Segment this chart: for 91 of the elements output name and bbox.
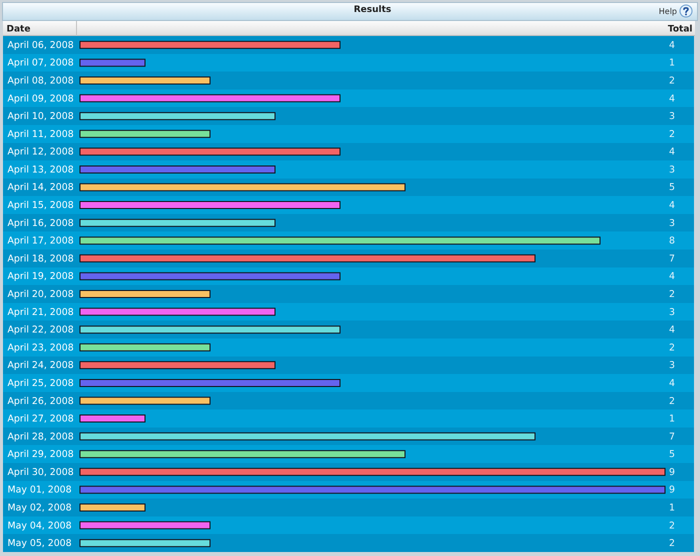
data-label: 4	[669, 324, 675, 336]
data-label: 4	[669, 271, 675, 282]
y-tick-label: April 06, 2008	[8, 40, 74, 51]
bar	[80, 165, 276, 174]
bar	[80, 396, 210, 405]
text: Help	[658, 6, 677, 16]
data-label: 3	[669, 360, 675, 372]
data-label: 2	[669, 289, 675, 300]
y-tick-label: April 17, 2008	[8, 236, 74, 247]
data-label: 2	[669, 342, 675, 354]
data-label: 9	[669, 484, 675, 496]
y-tick-label: April 10, 2008	[8, 111, 74, 122]
y-tick-label: April 21, 2008	[8, 306, 74, 318]
data-label: 5	[669, 182, 675, 194]
bar	[80, 76, 210, 84]
data-label: 3	[669, 164, 675, 176]
bar	[80, 378, 340, 387]
data-label: 9	[669, 466, 675, 478]
y-tick-label: April 22, 2008	[8, 324, 74, 336]
bar	[80, 218, 276, 227]
y-tick-label: April 27, 2008	[8, 414, 74, 425]
y-axis-title: Date	[6, 24, 30, 34]
bar	[80, 272, 340, 280]
data-label: 8	[669, 236, 675, 247]
y-tick-label: April 16, 2008	[8, 218, 74, 229]
data-label: 4	[669, 146, 675, 158]
bar	[80, 504, 146, 512]
data-label: 3	[669, 111, 675, 122]
bar	[80, 183, 406, 192]
y-tick-label: April 25, 2008	[8, 378, 74, 389]
data-label: 5	[669, 449, 675, 460]
data-label: 2	[669, 538, 675, 550]
bar	[80, 236, 600, 245]
data-label: 1	[669, 502, 675, 514]
y-tick-label: April 12, 2008	[8, 146, 74, 158]
data-label: 2	[669, 128, 675, 140]
y-tick-label: April 29, 2008	[8, 449, 74, 460]
y-tick-label: April 15, 2008	[8, 200, 74, 212]
bar	[80, 450, 406, 458]
data-label: 4	[669, 378, 675, 389]
y-tick-label: April 11, 2008	[8, 128, 74, 140]
data-label: 3	[669, 306, 675, 318]
bar	[80, 539, 210, 548]
data-label: 4	[669, 93, 675, 104]
chart-title: Results	[354, 5, 392, 15]
bar	[80, 414, 146, 423]
data-label: 2	[669, 520, 675, 532]
bar	[80, 486, 666, 494]
bar	[80, 40, 340, 49]
bar	[80, 432, 536, 440]
y-tick-label: April 13, 2008	[8, 164, 74, 176]
y-tick-label: April 28, 2008	[8, 431, 74, 442]
bar	[80, 308, 276, 316]
data-label: 2	[669, 75, 675, 86]
y-tick-label: April 09, 2008	[8, 93, 74, 104]
y-tick-label: April 24, 2008	[8, 360, 74, 372]
y-tick-label: April 08, 2008	[8, 75, 74, 86]
y-tick-label: May 02, 2008	[8, 502, 72, 514]
bar	[80, 201, 340, 210]
data-label: 3	[669, 218, 675, 229]
bar	[80, 254, 536, 262]
bar	[80, 290, 210, 298]
data-label: 4	[669, 200, 675, 212]
y-tick-label: May 05, 2008	[8, 538, 72, 550]
y-tick-label: April 18, 2008	[8, 253, 74, 264]
y-tick-label: May 04, 2008	[8, 520, 72, 532]
y-tick-label: April 07, 2008	[8, 58, 74, 69]
bar	[80, 468, 666, 476]
y-tick-label: April 19, 2008	[8, 271, 74, 282]
bar	[80, 361, 276, 370]
bar	[80, 58, 146, 67]
bar	[80, 130, 210, 138]
x-axis-title: Total	[668, 24, 692, 34]
bar	[80, 343, 210, 352]
y-tick-label: April 14, 2008	[8, 182, 74, 194]
data-label: 4	[669, 40, 675, 51]
bar	[80, 148, 340, 156]
data-label: 2	[669, 396, 675, 407]
bar	[80, 94, 340, 102]
data-label: 1	[669, 58, 675, 69]
data-label: 7	[669, 253, 675, 264]
bar	[80, 112, 276, 120]
bar	[80, 521, 210, 530]
data-label: 1	[669, 414, 675, 425]
y-tick-label: April 20, 2008	[8, 289, 74, 300]
data-label: 7	[669, 431, 675, 442]
y-tick-label: April 23, 2008	[8, 342, 74, 354]
y-tick-label: April 30, 2008	[8, 466, 74, 478]
y-tick-label: April 26, 2008	[8, 396, 74, 407]
y-tick-label: May 01, 2008	[8, 484, 72, 496]
bar	[80, 326, 340, 334]
